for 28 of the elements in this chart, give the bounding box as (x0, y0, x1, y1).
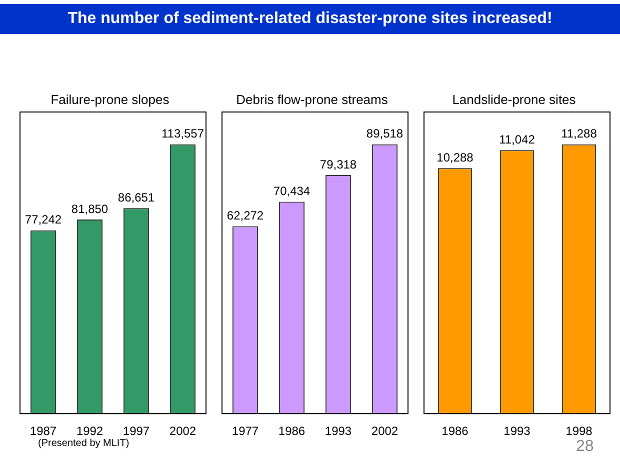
text: The number of sediment-related disaster-prone sites increased! (0, 4, 620, 34)
data-label: 11,288 (561, 126, 598, 141)
x-tick-label: 2002 (169, 424, 196, 438)
data-label: 62,272 (226, 208, 264, 223)
data-label: 86,651 (118, 190, 155, 204)
text: 28 (576, 438, 594, 456)
x-tick-label: 1986 (442, 424, 469, 438)
chart-title: Failure-prone slopes (50, 91, 170, 109)
x-tick-label: 1977 (232, 424, 259, 438)
x-tick-label: 1993 (324, 424, 352, 438)
x-tick-label: 1992 (76, 424, 104, 438)
x-tick-label: 1998 (566, 424, 593, 438)
x-tick-label: 1986 (278, 424, 306, 438)
x-tick-label: 1997 (122, 424, 150, 438)
data-label: 77,242 (24, 212, 62, 227)
x-tick-label: 2002 (371, 424, 398, 438)
data-label: 113,557 (162, 126, 204, 141)
x-tick-label: 1993 (504, 424, 531, 438)
data-label: 11,042 (499, 132, 536, 146)
data-label: 89,518 (366, 126, 404, 141)
x-tick-label: 1987 (30, 424, 57, 438)
data-label: 81,850 (71, 202, 108, 216)
data-label: 70,434 (273, 184, 310, 198)
chart-title: Debris flow-prone streams (236, 91, 388, 109)
text: (Presented by MLIT) (38, 438, 130, 449)
data-label: 79,318 (320, 157, 357, 172)
chart-title: Landslide-prone sites (452, 91, 576, 109)
data-label: 10,288 (436, 150, 474, 164)
